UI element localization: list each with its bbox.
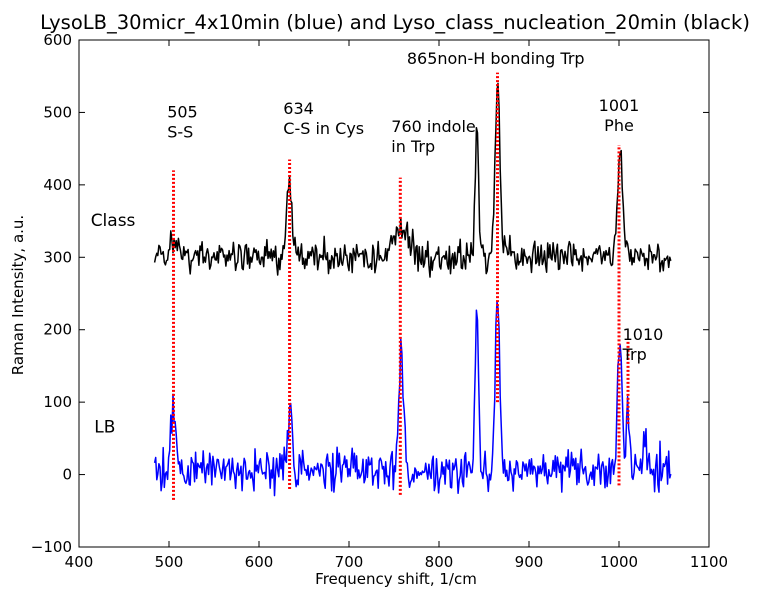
x-tick-label: 800 [425,553,454,571]
y-tick-label: 0 [62,466,72,484]
peak-annotation-3: 865non-H bonding Trp [407,49,585,68]
y-tick-label: 600 [43,31,72,49]
y-axis-label: Raman Intensity, a.u. [9,215,27,375]
x-tick-label: 900 [515,553,544,571]
spectrum-line-0 [153,82,672,278]
x-axis-label: Frequency shift, 1/cm [315,570,477,588]
x-tick-label: 1000 [600,553,638,571]
x-tick-label: 400 [65,553,94,571]
x-tick-label: 700 [335,553,364,571]
series-label-0: Class [91,211,136,231]
peak-annotation-0: 505 S-S [167,102,198,141]
y-tick-label: 300 [43,248,72,266]
peak-annotation-4: 1001 Phe [599,96,640,135]
series-label-1: LB [94,418,115,438]
axes: 400 500 600 700 800 900 1000 1100 −100 0 100 200 300… [31,31,728,571]
x-tick-label: 1100 [690,553,728,571]
x-tick-label: 600 [245,553,274,571]
y-tick-label: 500 [43,103,72,121]
peak-annotation-2: 760 indole in Trp [391,117,475,156]
y-tick-label: 200 [43,321,72,339]
spectrum-line-1 [153,301,672,497]
x-tick-label: 500 [155,553,184,571]
chart-title: LysoLB_30micr_4x10min (blue) and Lyso_cl… [40,11,750,34]
y-tick-label: −100 [31,538,72,556]
peak-annotation-5: 1010 Trp [622,325,664,364]
y-tick-label: 100 [43,393,72,411]
plot-area: 505 S-S 634 C-S in Cys 760 indole in Trp 865no… [91,49,672,500]
plot-frame [78,39,710,548]
peak-annotation-1: 634 C-S in Cys [283,99,364,138]
y-tick-label: 400 [43,176,72,194]
